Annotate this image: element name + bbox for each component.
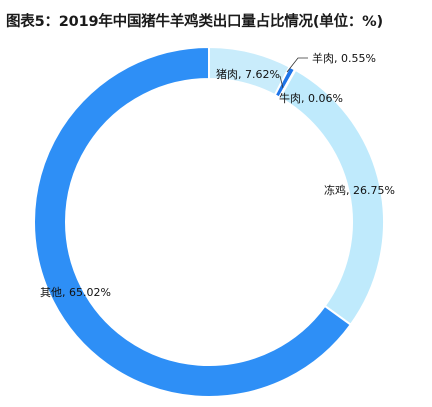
chart-title: 图表5：2019年中国猪牛羊鸡类出口量占比情况(单位：%) — [6, 14, 383, 30]
data-label-1: 羊肉, 0.55% — [312, 51, 376, 65]
data-label-4: 其他, 65.02% — [40, 286, 111, 299]
leader-line-1 — [286, 57, 308, 73]
donut-slice-3 — [278, 68, 385, 327]
data-label-3: 冻鸡, 26.75% — [324, 183, 395, 197]
data-label-2: 牛肉, 0.06% — [279, 91, 343, 105]
leader-line-2 — [279, 75, 284, 89]
donut-slice-4 — [33, 45, 353, 398]
data-label-0: 猪肉, 7.62% — [216, 68, 280, 81]
